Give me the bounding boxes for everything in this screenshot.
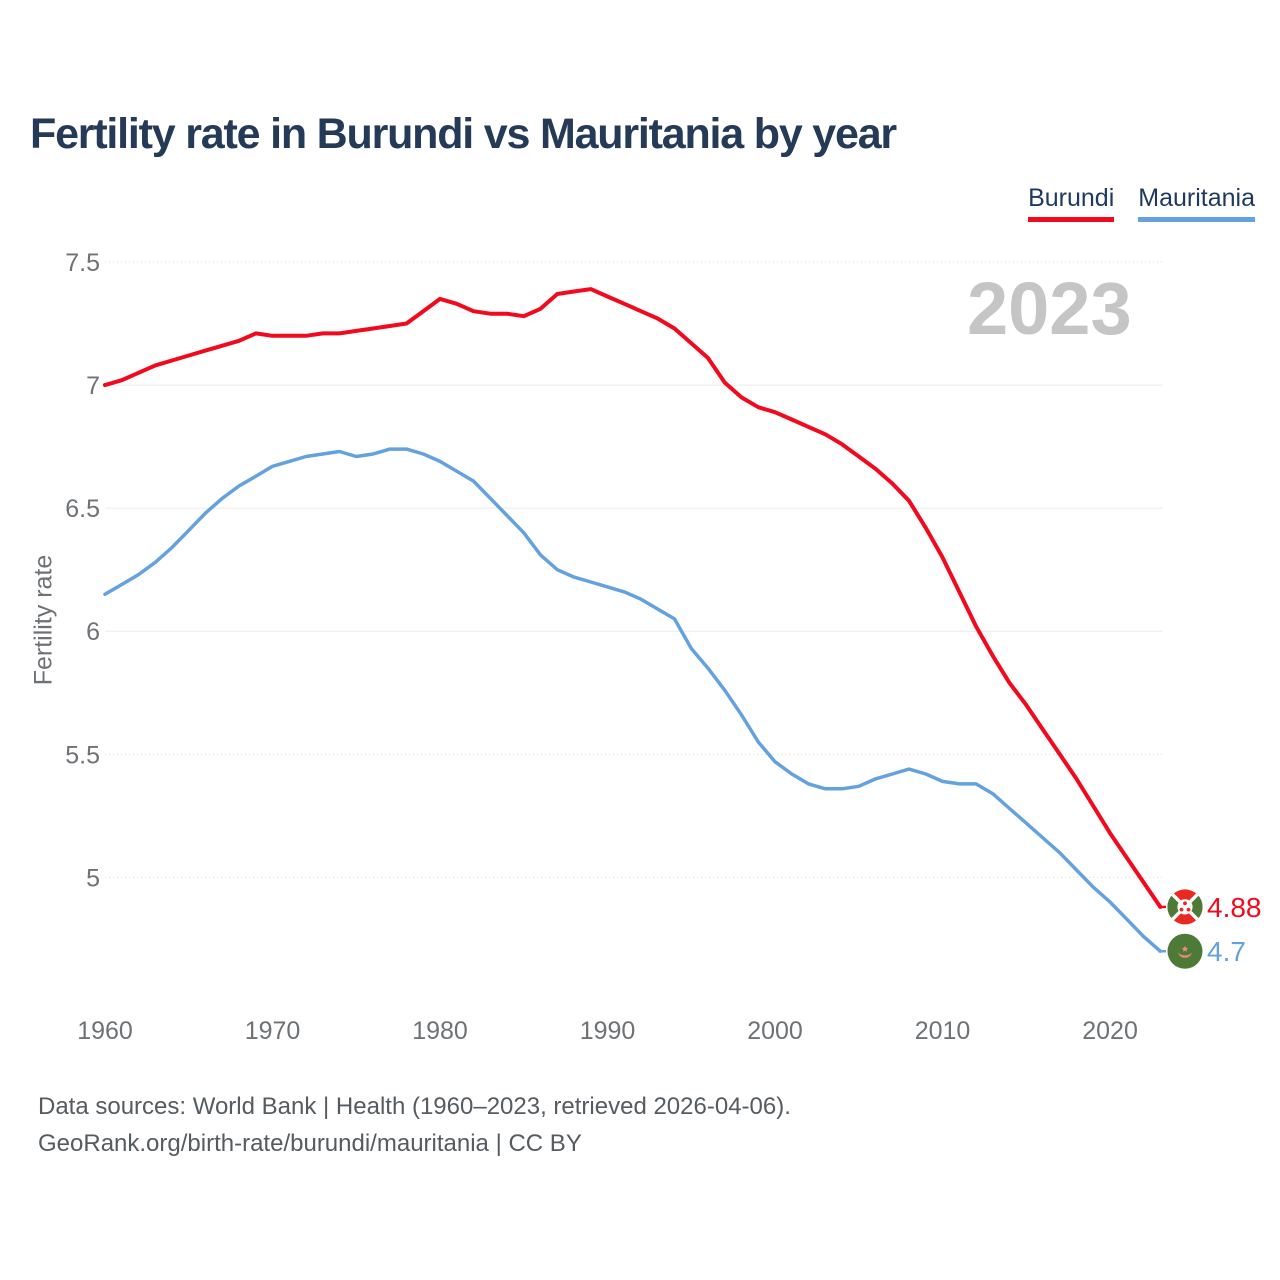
mauritania-flag-icon (1167, 933, 1203, 969)
y-tick-label: 6 (86, 618, 100, 646)
legend-item-mauritania[interactable]: Mauritania (1138, 184, 1255, 222)
year-watermark: 2023 (967, 267, 1132, 350)
y-axis-tick-labels: 7.5 7 6.5 6 5.5 5 (65, 249, 100, 892)
y-tick-label: 7.5 (65, 249, 100, 277)
burundi-series-line[interactable] (103, 287, 1163, 909)
legend-color-bar-burundi (1028, 217, 1115, 222)
x-tick-label: 1980 (412, 1017, 468, 1045)
footer-attribution[interactable]: GeoRank.org/birth-rate/burundi/mauritani… (38, 1130, 582, 1157)
x-tick-label: 1960 (77, 1017, 133, 1045)
end-connector-ticks (1158, 905, 1166, 953)
mauritania-end-value-label: 4.7 (1207, 936, 1246, 967)
data-series-lines (103, 287, 1163, 953)
legend-item-burundi[interactable]: Burundi (1028, 184, 1115, 222)
mauritania-series-line[interactable] (103, 447, 1163, 953)
burundi-flag-icon (1167, 889, 1203, 925)
x-tick-label: 2010 (915, 1017, 971, 1045)
footer-data-sources: Data sources: World Bank | Health (1960–… (38, 1093, 791, 1120)
page-title: Fertility rate in Burundi vs Mauritania … (30, 110, 897, 158)
y-axis-title: Fertility rate (29, 554, 58, 686)
x-tick-label: 1990 (580, 1017, 636, 1045)
gridlines (105, 261, 1163, 878)
x-tick-label: 2000 (747, 1017, 803, 1045)
legend-label-burundi: Burundi (1028, 184, 1115, 212)
y-tick-label: 5.5 (65, 741, 100, 769)
y-tick-label: 6.5 (65, 495, 100, 523)
y-tick-label: 5 (86, 864, 100, 892)
burundi-end-value-label: 4.88 (1207, 892, 1262, 923)
legend: Burundi Mauritania (1028, 184, 1255, 222)
x-tick-label: 2020 (1082, 1017, 1138, 1045)
legend-label-mauritania: Mauritania (1138, 184, 1255, 212)
x-tick-label: 1970 (245, 1017, 301, 1045)
legend-color-bar-mauritania (1138, 217, 1255, 222)
y-tick-label: 7 (86, 372, 100, 400)
footer: Data sources: World Bank | Health (1960–… (38, 1088, 791, 1162)
x-axis-tick-labels: 1960 1970 1980 1990 2000 2010 2020 (77, 1017, 1138, 1045)
